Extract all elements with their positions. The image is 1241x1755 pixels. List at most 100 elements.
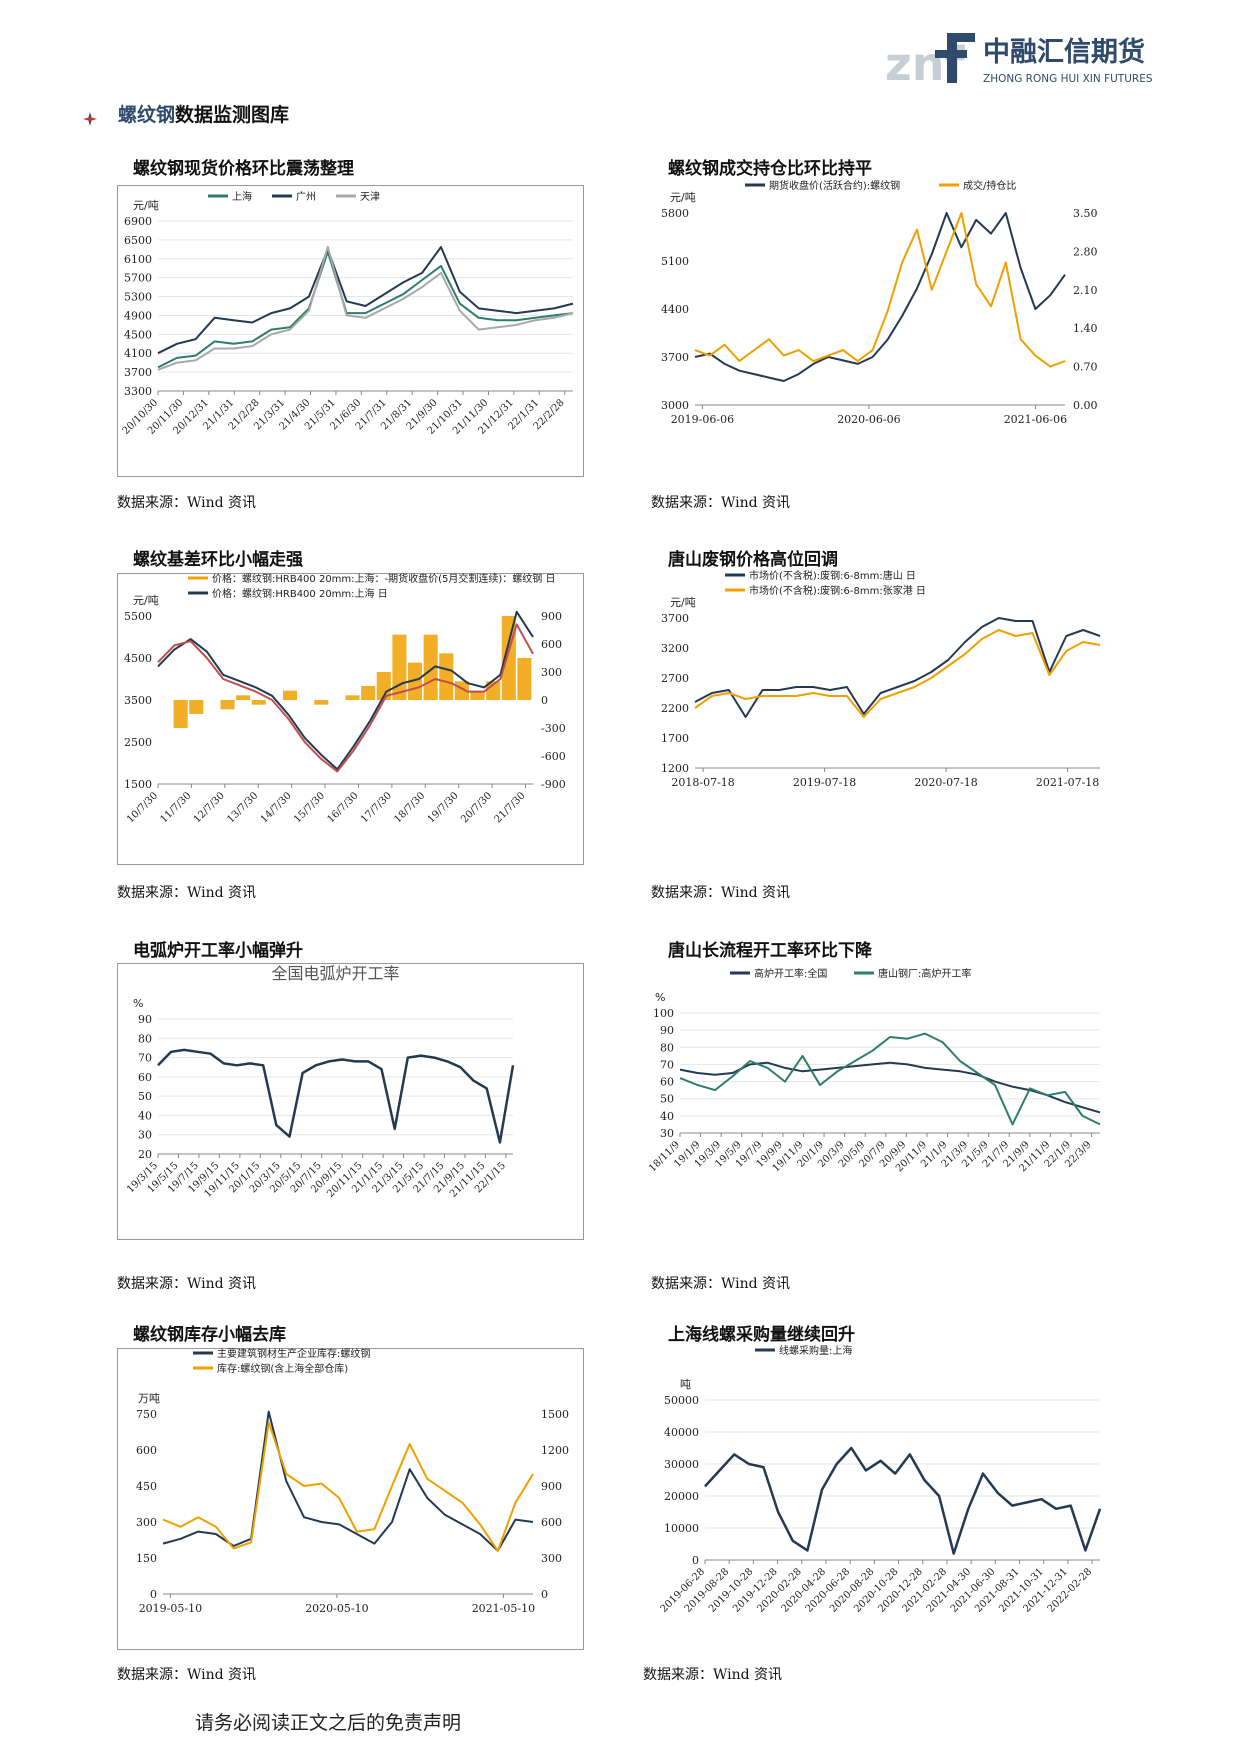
y2-tick-label: 1.40 (1073, 322, 1098, 335)
series-line (679, 1032, 1101, 1126)
chart-svg: 元/吨 1500 2500 3500 4500 5500 -900 -600 -300 0 300 6… (124, 572, 566, 825)
x-tick-label: 14/7/30 (259, 790, 294, 825)
chart-scrap-price: 元/吨 1200 1700 2200 2700 3200 3700 2018-07-18 201… (650, 569, 1120, 863)
x-tick-label: 16/7/30 (326, 790, 361, 825)
y-tick-label: 3500 (124, 694, 152, 707)
legend-label: 广州 (296, 191, 316, 203)
basis-bar (189, 700, 204, 714)
y-tick-label: 70 (660, 1058, 674, 1071)
y-tick-label: 50 (138, 1090, 152, 1103)
basis-bar (236, 695, 251, 700)
y-tick-label: 5700 (124, 272, 152, 285)
chart-shanghai-purchase: 吨 0 10000 20000 30000 40000 50000 2019-06-28 201… (650, 1344, 1120, 1650)
x-tick-label: 2021-07-18 (1036, 776, 1099, 789)
y-tick-label: 5500 (124, 610, 152, 623)
y-tick-label: 90 (660, 1024, 674, 1037)
basis-bar (486, 681, 501, 700)
chart-svg: 元/吨 3300 3700 4100 4500 4900 5300 5700 6100 6500 6… (121, 190, 574, 437)
panel-title-1: 螺纹钢现货价格环比震荡整理 (133, 159, 354, 179)
y-tick-label: 20 (138, 1148, 152, 1161)
y-tick-label: 0 (150, 1588, 157, 1601)
y-tick-label: 70 (138, 1052, 152, 1065)
basis-bar (314, 700, 329, 705)
section-title-rest: 数据监测图库 (175, 104, 290, 126)
y-tick-label: 6900 (124, 215, 152, 228)
y-axis-unit: 元/吨 (670, 596, 696, 609)
legend-label: 价格：螺纹钢:HRB400 20mm:上海：-期货收盘价(5月交割连续)：螺纹钢… (212, 572, 556, 585)
y-tick-label: 90 (138, 1013, 152, 1026)
x-tick-label: 2019-07-18 (793, 776, 856, 789)
series-line (679, 1061, 1101, 1114)
y-tick-label: 150 (136, 1552, 157, 1565)
series-line (162, 1410, 534, 1552)
series-line (157, 610, 534, 771)
y-tick-label: 4900 (124, 309, 152, 322)
source-3: 数据来源：Wind 资讯 (117, 885, 257, 901)
y-tick-label: 80 (660, 1041, 674, 1054)
legend-label: 期货收盘价(活跃合约):螺纹钢 (769, 179, 900, 192)
panel-title-7: 螺纹钢库存小幅去库 (133, 1325, 286, 1345)
y-tick-label: 50 (660, 1093, 674, 1106)
chart-spot-price: 元/吨 3300 3700 4100 4500 4900 5300 5700 6100 6500 6… (117, 185, 584, 477)
panel-title-8: 上海线螺采购量继续回升 (668, 1325, 855, 1345)
section-bullet-icon (83, 112, 97, 126)
y-tick-label: 6500 (124, 234, 152, 247)
x-tick-label: 11/7/30 (158, 790, 193, 825)
x-tick-label: 2020-07-18 (914, 776, 977, 789)
x-tick-label: 2021-06-06 (1004, 413, 1067, 426)
y-tick-label: 750 (136, 1408, 157, 1421)
x-tick-label: 2021-05-10 (472, 1602, 535, 1615)
y2-tick-label: -900 (541, 778, 566, 791)
chart-volume-oi-ratio: 元/吨 3000 3700 4400 5100 5800 0.00 0.70 1.40 2.10 2… (650, 179, 1120, 475)
y-tick-label: 450 (136, 1480, 157, 1493)
series-line (162, 1421, 534, 1552)
legend-label: 线螺采购量:上海 (779, 1344, 852, 1357)
source-4: 数据来源：Wind 资讯 (651, 885, 791, 901)
source-7: 数据来源：Wind 资讯 (117, 1667, 257, 1683)
company-logo: znf 中融汇信期货 ZHONG RONG HUI XIN FUTURES (885, 28, 1185, 98)
x-tick-label: 21/7/30 (493, 790, 528, 825)
x-tick-label: 18/7/30 (392, 790, 427, 825)
y-tick-label: 4500 (124, 652, 152, 665)
y-axis-unit: % (133, 997, 143, 1010)
source-2: 数据来源：Wind 资讯 (651, 495, 791, 511)
x-tick-label: 2018-07-18 (671, 776, 734, 789)
chart-svg: 元/吨 1200 1700 2200 2700 3200 3700 2018-07-18 201… (661, 569, 1101, 789)
basis-bar (361, 686, 376, 700)
x-tick-label: 12/7/30 (192, 790, 227, 825)
chart-bf-rate: % 30 40 50 60 70 80 90 100 18/11/9 19/1/9 19/3/9 19/… (647, 963, 1120, 1243)
panel-title-3: 螺纹基差环比小幅走强 (133, 550, 303, 570)
y-tick-label: 600 (136, 1444, 157, 1457)
legend-label: 主要建筑钢材生产企业库存:螺纹钢 (217, 1347, 370, 1360)
y-tick-label: 5300 (124, 291, 152, 304)
series-line (704, 1446, 1102, 1555)
y-tick-label: 10000 (664, 1522, 699, 1535)
y-tick-label: 60 (660, 1076, 674, 1089)
panel-title-6: 唐山长流程开工率环比下降 (668, 941, 872, 961)
series-line (694, 212, 1066, 382)
legend-label: 库存:螺纹钢(含上海全部仓库) (217, 1362, 348, 1375)
y2-tick-label: 2.10 (1073, 284, 1098, 297)
legend-label: 天津 (360, 191, 380, 203)
series-line (694, 629, 1101, 718)
y-tick-label: 5100 (661, 255, 689, 268)
legend-label: 价格：螺纹钢:HRB400 20mm:上海 日 (212, 587, 388, 600)
chart-basis: 元/吨 1500 2500 3500 4500 5500 -900 -600 -300 0 300 6… (117, 572, 584, 865)
y-tick-label: 30000 (664, 1458, 699, 1471)
section-title-accent: 螺纹钢 (118, 104, 176, 126)
chart-eaf-rate: % 20 30 40 50 60 70 80 90 19/3/15 19/5/15 19/7/15 19… (117, 963, 584, 1240)
legend-label: 市场价(不含税):废钢:6-8mm:唐山 日 (749, 569, 916, 582)
series-line (694, 617, 1101, 718)
basis-bar (439, 653, 454, 700)
x-tick-label: 2020-06-06 (837, 413, 900, 426)
chart-svg: 万吨 0 150 300 450 600 750 0 300 600 900 1200 1500 2019… (136, 1347, 569, 1615)
disclaimer-footer: 请务必阅读正文之后的免责声明 (195, 1712, 462, 1734)
y2-tick-label: 300 (541, 1552, 562, 1565)
y2-tick-label: 0.00 (1073, 399, 1098, 412)
x-tick-label: 13/7/30 (225, 790, 260, 825)
source-6: 数据来源：Wind 资讯 (651, 1276, 791, 1292)
y-tick-label: 300 (136, 1516, 157, 1529)
x-tick-label: 2020-05-10 (305, 1602, 368, 1615)
y2-tick-label: 900 (541, 610, 562, 623)
basis-bar (470, 690, 485, 700)
